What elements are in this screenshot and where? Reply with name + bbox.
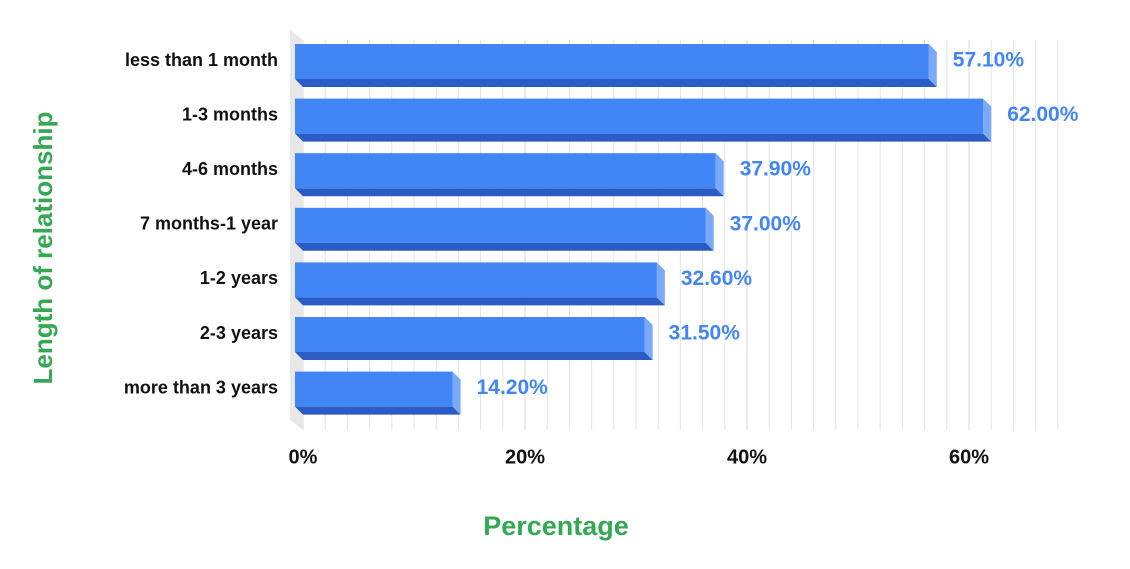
bar-bottom — [295, 188, 724, 197]
x-tick-label: 40% — [727, 446, 767, 468]
y-tick-label: less than 1 month — [125, 50, 278, 70]
value-label: 37.00% — [730, 212, 802, 235]
bar — [295, 371, 453, 407]
x-tick-label: 0% — [289, 446, 318, 468]
bar-side — [656, 262, 665, 306]
bar-side — [705, 207, 714, 251]
value-label: 31.50% — [669, 322, 741, 345]
y-tick-label: 4-6 months — [182, 159, 278, 179]
value-label: 14.20% — [477, 376, 549, 399]
y-tick-label: 2-3 years — [200, 323, 278, 343]
bar-side — [715, 153, 724, 197]
bar — [295, 317, 645, 352]
bar — [295, 262, 657, 298]
bar-bottom — [295, 297, 665, 306]
bar-bottom — [295, 352, 653, 360]
bar-side — [983, 98, 992, 142]
bar-side — [452, 371, 461, 415]
bar-side — [928, 44, 937, 87]
x-tick-label: 60% — [949, 446, 989, 468]
bar — [295, 98, 984, 134]
x-axis-title: Percentage — [483, 511, 629, 541]
bar-bottom — [295, 79, 937, 87]
y-axis-title: Length of relationship — [28, 112, 58, 385]
y-tick-label: 1-2 years — [200, 268, 278, 288]
bar-bottom — [295, 133, 992, 142]
value-label: 57.10% — [953, 49, 1025, 72]
bar — [295, 153, 716, 189]
x-tick-label: 20% — [505, 446, 545, 468]
bar-bottom — [295, 242, 714, 251]
value-label: 37.90% — [740, 158, 812, 181]
bar-bottom — [295, 406, 461, 415]
value-label: 32.60% — [681, 267, 753, 290]
bar — [295, 207, 706, 243]
y-tick-label: 1-3 months — [182, 104, 278, 124]
y-tick-label: more than 3 years — [124, 377, 278, 397]
y-tick-label: 7 months-1 year — [140, 214, 278, 234]
bar — [295, 44, 929, 79]
value-label: 62.00% — [1007, 103, 1079, 126]
bar-side — [644, 317, 653, 360]
